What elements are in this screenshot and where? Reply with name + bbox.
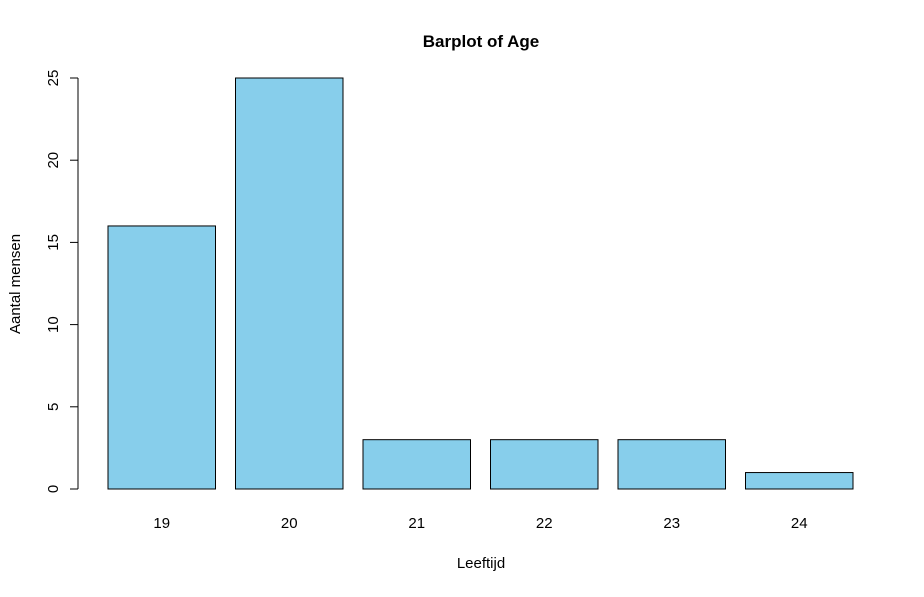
y-tick-label: 10 <box>45 316 62 333</box>
chart-title: Barplot of Age <box>423 32 539 51</box>
x-tick-label: 21 <box>408 515 425 532</box>
x-tick-label: 19 <box>153 515 170 532</box>
x-axis-label: Leeftijd <box>457 555 505 572</box>
x-tick-label: 23 <box>663 515 680 532</box>
y-tick-label: 0 <box>45 485 62 493</box>
x-tick-labels: 19 20 21 22 23 24 <box>153 515 807 532</box>
y-tick-label: 25 <box>45 70 62 87</box>
y-axis-label: Aantal mensen <box>7 234 24 334</box>
y-tick-label: 5 <box>45 403 62 411</box>
y-tick-label: 15 <box>45 234 62 251</box>
x-tick-label: 24 <box>791 515 808 532</box>
x-tick-label: 22 <box>536 515 553 532</box>
bar-23 <box>617 439 726 490</box>
bar-19 <box>107 225 216 490</box>
bar-20 <box>235 77 344 490</box>
bars-group <box>107 77 854 490</box>
y-axis: 0 5 10 15 20 25 <box>45 70 79 493</box>
bar-24 <box>745 472 854 490</box>
y-tick-label: 20 <box>45 152 62 169</box>
x-tick-label: 20 <box>281 515 298 532</box>
bar-21 <box>362 439 471 490</box>
bar-22 <box>490 439 599 490</box>
